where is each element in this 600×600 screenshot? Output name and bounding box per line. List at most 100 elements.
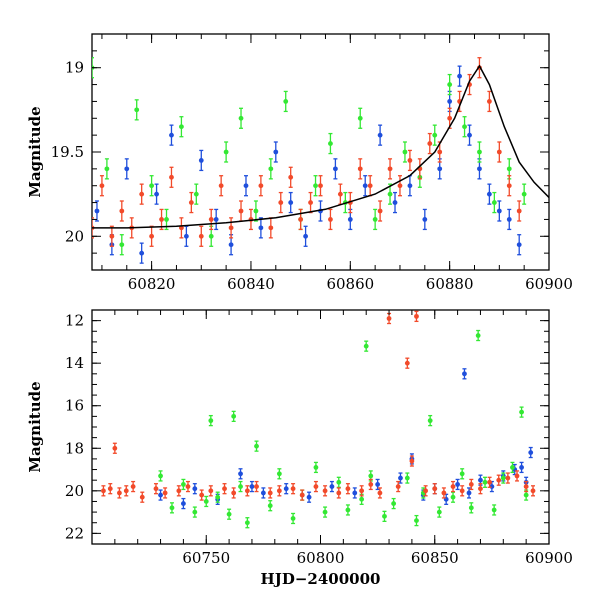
data-point — [477, 166, 482, 172]
data-point — [478, 477, 483, 483]
data-point — [290, 516, 296, 521]
data-point — [482, 479, 488, 485]
data-point — [107, 486, 113, 492]
x-tick-label: 60840 — [227, 275, 275, 293]
data-point — [208, 488, 214, 494]
data-point — [377, 208, 383, 214]
data-point — [267, 503, 273, 509]
zoomed-light-curve-panel: 60820 60840 60860 60880 60900 19 19.5 20 Magnitu… — [26, 33, 573, 293]
data-point — [208, 233, 214, 239]
data-point — [318, 183, 323, 189]
data-point — [496, 208, 502, 214]
data-point — [185, 484, 191, 489]
data-point — [466, 490, 472, 496]
y-tick-label: 16 — [65, 397, 84, 415]
data-point — [276, 471, 282, 477]
data-point — [372, 217, 378, 222]
data-point — [276, 488, 282, 494]
y-tick-label: 14 — [65, 354, 84, 372]
data-point — [130, 484, 136, 489]
data-point — [223, 149, 229, 155]
data-point — [457, 73, 462, 79]
data-point — [506, 217, 512, 222]
data-point — [352, 490, 358, 496]
data-point — [478, 486, 483, 492]
y-axis-label: Magnitude — [26, 381, 44, 472]
plot-frame — [91, 309, 550, 545]
data-point — [336, 479, 342, 485]
data-point — [462, 124, 467, 130]
data-point — [523, 484, 529, 489]
data-point — [328, 141, 333, 146]
data-point — [322, 488, 328, 494]
data-point — [119, 208, 125, 214]
data-point — [328, 217, 333, 222]
data-point — [377, 490, 383, 496]
data-point — [243, 183, 249, 189]
data-point — [459, 488, 465, 494]
data-point — [386, 316, 392, 321]
x-tick-label: 60800 — [297, 549, 345, 567]
y-tick-label: 18 — [65, 439, 84, 457]
data-point — [347, 217, 353, 222]
data-point — [377, 132, 383, 138]
data-point — [244, 488, 250, 494]
data-point — [407, 183, 413, 189]
data-point — [183, 233, 189, 239]
data-point — [427, 418, 433, 424]
data-point — [337, 191, 343, 197]
data-point — [119, 242, 125, 248]
data-point — [368, 482, 374, 487]
data-point — [329, 484, 335, 489]
data-point — [516, 242, 522, 248]
data-point — [382, 513, 387, 519]
data-point — [510, 465, 515, 470]
data-point — [188, 200, 194, 205]
data-point — [218, 183, 224, 189]
data-point — [99, 183, 105, 189]
x-tick-label: 60900 — [525, 549, 573, 567]
data-point — [447, 82, 453, 87]
data-point — [516, 208, 522, 214]
data-point — [253, 208, 259, 214]
data-point — [459, 471, 465, 477]
data-point — [299, 492, 305, 498]
data-point — [288, 200, 294, 205]
data-point — [391, 501, 397, 506]
data-layer — [92, 57, 549, 264]
data-point — [496, 477, 502, 483]
data-point — [447, 115, 453, 121]
data-point — [288, 174, 294, 180]
data-point — [387, 166, 393, 172]
data-point — [514, 473, 520, 479]
data-point — [414, 518, 419, 523]
data-point — [254, 443, 259, 449]
data-point — [154, 191, 159, 197]
data-point — [139, 250, 145, 256]
data-point — [437, 149, 443, 155]
model-curve — [92, 64, 549, 229]
data-point — [477, 149, 482, 155]
data-point — [437, 166, 443, 172]
data-point — [404, 475, 410, 481]
data-point — [179, 124, 184, 130]
data-point — [258, 225, 264, 231]
data-point — [254, 484, 259, 489]
data-point — [238, 471, 243, 477]
series-1 — [158, 329, 529, 529]
data-point — [94, 208, 100, 214]
data-point — [158, 473, 163, 479]
series-0 — [158, 368, 534, 510]
data-point — [273, 149, 279, 155]
data-point — [226, 511, 232, 517]
data-point — [521, 191, 527, 197]
y-tick-label: 19.5 — [51, 143, 84, 161]
data-point — [198, 158, 204, 163]
data-point — [357, 115, 363, 121]
series-0 — [94, 65, 522, 264]
data-point — [407, 158, 413, 163]
data-point — [395, 484, 401, 489]
data-point — [402, 149, 408, 155]
data-point — [491, 200, 497, 205]
data-point — [228, 225, 234, 231]
